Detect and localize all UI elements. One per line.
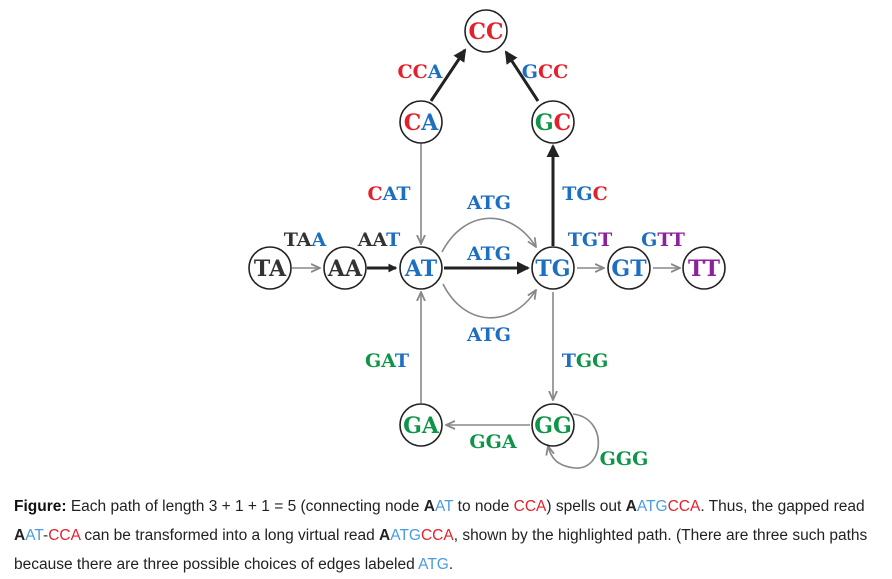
caption-seq: AT <box>25 527 44 544</box>
edge-label: AAT <box>357 229 401 251</box>
edge-GC-CC <box>504 50 540 102</box>
node-AA: AA <box>323 246 367 290</box>
svg-text:CA: CA <box>404 110 440 136</box>
node-CC: CC <box>464 9 508 53</box>
edge-label: GTT <box>641 229 685 251</box>
edge-AT-TG-bot <box>442 283 536 319</box>
node-TT: TT <box>682 246 726 290</box>
caption-seq: CCA <box>667 498 701 515</box>
caption-seq: - <box>43 527 49 544</box>
node-TG: TG <box>531 246 575 290</box>
caption-seq: A <box>14 527 26 544</box>
edge-label: GCC <box>522 61 568 83</box>
edge-label: ATG <box>466 243 511 265</box>
node-GT: GT <box>607 246 651 290</box>
edge-label: CCA <box>398 61 443 83</box>
edge-label: TGT <box>568 229 613 251</box>
edge-label: CAT <box>368 183 411 205</box>
caption-text: to node <box>453 498 514 515</box>
caption-seq: ATG <box>418 556 449 573</box>
edge-label: GGG <box>600 448 649 470</box>
edge-labels: CCA GCC TGC CAT TAA AAT ATG ATG ATG TGT … <box>284 61 685 470</box>
caption-label: Figure: <box>14 498 67 515</box>
caption-seq: AT <box>434 498 454 515</box>
caption-seq: ATG <box>636 498 668 515</box>
svg-text:GG: GG <box>534 413 572 439</box>
caption-seq: CCA <box>48 527 81 544</box>
svg-text:GC: GC <box>535 110 571 136</box>
caption-seq: CCA <box>420 527 454 544</box>
node-CA: CA <box>399 100 443 144</box>
edge-label: TGC <box>562 183 608 205</box>
svg-text:TG: TG <box>535 256 570 282</box>
nodes: CC CA GC TA AA AT TG GT TT GA GG <box>248 9 726 447</box>
node-AT: AT <box>399 246 443 290</box>
edge-label: GGA <box>469 431 516 453</box>
node-GC: GC <box>531 100 575 144</box>
caption-seq: A <box>625 498 637 515</box>
edge-GG-GG-loop <box>548 413 600 469</box>
edge-label: GAT <box>365 350 409 372</box>
caption-seq: ATG <box>390 527 421 544</box>
caption-text: , shown by the highlighted path. (There … <box>14 527 868 573</box>
edge-label: TGG <box>562 350 609 372</box>
figure-caption: Figure: Each path of length 3 + 1 + 1 = … <box>14 492 882 579</box>
svg-text:CC: CC <box>468 19 503 45</box>
caption-text: ) spells out <box>546 498 626 515</box>
caption-text: Each path of length 3 + 1 + 1 = 5 (conne… <box>66 498 424 515</box>
svg-text:TT: TT <box>688 256 721 282</box>
edge-label: ATG <box>466 324 511 346</box>
edges <box>292 48 680 469</box>
svg-text:AT: AT <box>404 256 438 282</box>
svg-text:AA: AA <box>327 256 363 282</box>
svg-text:GT: GT <box>611 256 647 282</box>
caption-seq: A <box>423 498 435 515</box>
caption-seq: A <box>379 527 391 544</box>
svg-text:GA: GA <box>403 413 440 439</box>
caption-text: . Thus, the gapped read <box>700 498 865 515</box>
caption-text: . <box>448 556 454 573</box>
edge-CA-CC <box>429 48 467 102</box>
de-bruijn-graph: CCA GCC TGC CAT TAA AAT ATG ATG ATG TGT … <box>248 9 726 470</box>
caption-text: can be transformed into a long virtual r… <box>80 527 380 544</box>
edge-label: ATG <box>466 192 511 214</box>
caption-seq: CCA <box>513 498 547 515</box>
svg-text:TA: TA <box>254 256 287 282</box>
edge-label: TAA <box>284 229 327 251</box>
edge-AT-TG-top <box>441 217 536 253</box>
node-TA: TA <box>248 246 292 290</box>
node-GA: GA <box>399 403 443 447</box>
node-GG: GG <box>531 403 575 447</box>
